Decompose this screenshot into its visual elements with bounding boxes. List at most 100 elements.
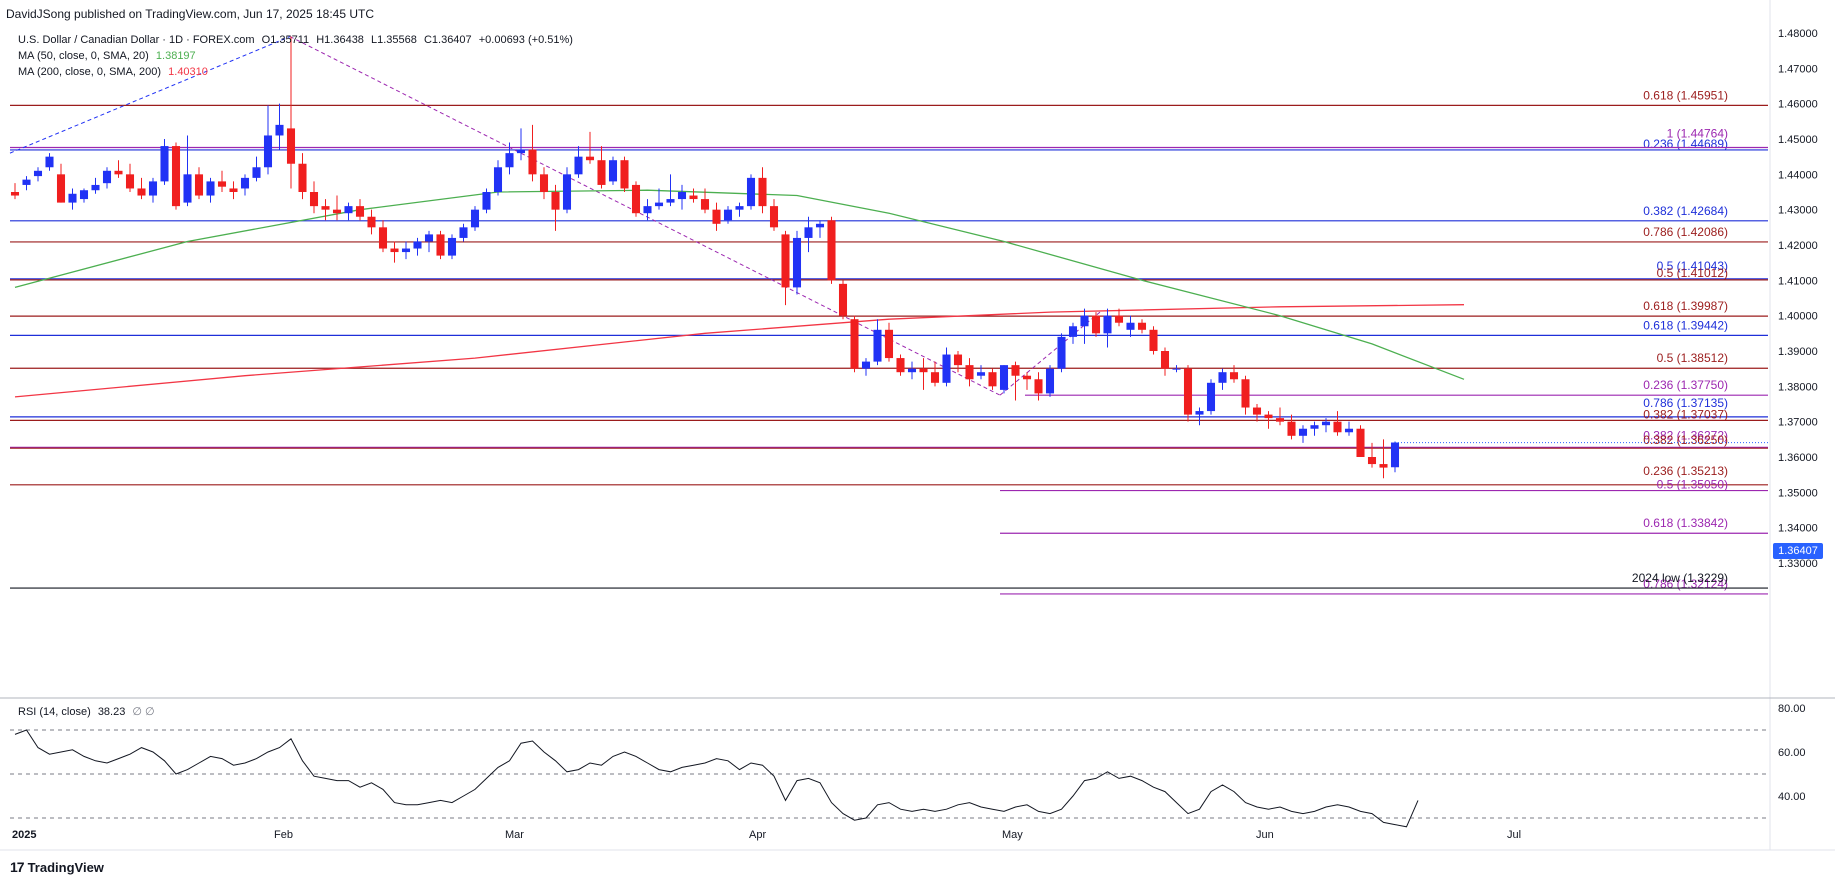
tradingview-brand[interactable]: 17 TradingView: [10, 859, 104, 875]
candle-body: [539, 174, 549, 192]
candle-body: [861, 361, 871, 369]
candle-body: [493, 167, 503, 192]
candle-body: [194, 174, 204, 196]
time-tick-label: Mar: [505, 829, 524, 841]
price-tick-label: 1.35000: [1778, 487, 1818, 499]
candle-body: [1045, 368, 1055, 394]
candle-body: [976, 372, 986, 376]
ma200-legend: MA (200, close, 0, SMA, 200) 1.40310: [18, 66, 212, 78]
candle-body: [608, 160, 618, 182]
last-price-tag: 1.36407: [1773, 543, 1823, 559]
candle-body: [873, 329, 882, 362]
candle-body: [1241, 379, 1250, 408]
candle-body: [263, 135, 273, 168]
candle-body: [988, 372, 997, 387]
rsi-tick-label: 60.00: [1778, 747, 1806, 759]
candle-body: [33, 170, 43, 177]
candle-body: [792, 237, 802, 288]
tradingview-brand-text: TradingView: [27, 859, 104, 875]
candle-body: [344, 206, 353, 214]
candle-body: [447, 237, 457, 256]
candle-body: [942, 354, 951, 383]
candle-body: [1356, 428, 1365, 457]
candle-body: [45, 156, 54, 168]
candle-body: [677, 192, 687, 200]
candle-body: [723, 209, 733, 221]
candle-body: [1137, 322, 1147, 330]
time-tick-label: Jun: [1256, 829, 1274, 841]
candle-body: [620, 160, 629, 189]
candle-body: [413, 241, 422, 249]
time-tick-label: Jul: [1507, 829, 1521, 841]
rsi-line: [14, 729, 1419, 828]
candle-body: [390, 248, 399, 253]
candle-body: [953, 354, 963, 366]
candle-body: [505, 153, 514, 168]
candle-body: [183, 174, 192, 203]
fib-level-label: 0.382 (1.36272): [1643, 428, 1728, 442]
rsi-label: RSI (14, close): [18, 706, 91, 718]
candle-body: [689, 195, 698, 200]
fib-level-label: 0.382 (1.37037): [1643, 407, 1728, 421]
price-tick-label: 1.42000: [1778, 240, 1818, 252]
price-tick-label: 1.33000: [1778, 558, 1818, 570]
candle-body: [1080, 315, 1089, 327]
candle-body: [551, 192, 560, 210]
candle-body: [1057, 336, 1066, 369]
time-tick-label: May: [1002, 829, 1023, 841]
candle-body: [735, 206, 744, 210]
candle-body: [355, 206, 365, 217]
rsi-extra: ∅ ∅: [132, 706, 155, 718]
candle-body: [1287, 421, 1296, 436]
rsi-value: 38.23: [97, 706, 126, 718]
candle-body: [965, 365, 974, 380]
ohlc-low: L1.35568: [371, 34, 417, 46]
candle-body: [838, 283, 848, 316]
fib-level-label: 0.5 (1.41043): [1657, 259, 1728, 273]
candle-body: [470, 209, 480, 228]
price-tick-label: 1.38000: [1778, 381, 1818, 393]
candle-body: [884, 329, 894, 359]
candle-body: [712, 209, 721, 224]
candle-body: [286, 128, 296, 164]
ohlc-change: +0.00693 (+0.51%): [478, 34, 573, 46]
price-tick-label: 1.34000: [1778, 523, 1818, 535]
ma50-label: MA (50, close, 0, SMA, 20): [18, 50, 149, 62]
candle-body: [482, 192, 491, 210]
fib-level-label: 0.618 (1.45951): [1643, 88, 1728, 102]
time-tick-label: Apr: [749, 829, 766, 841]
candle-body: [1264, 414, 1273, 419]
candle-body: [1160, 351, 1170, 369]
candle-body: [585, 156, 595, 161]
fib-level-label: 0.618 (1.33842): [1643, 516, 1728, 530]
candle-body: [930, 372, 940, 383]
candle-body: [206, 181, 215, 196]
price-tick-label: 1.45000: [1778, 134, 1818, 146]
rsi-legend: RSI (14, close) 38.23 ∅ ∅: [18, 705, 159, 718]
candle-body: [1034, 379, 1043, 394]
candle-body: [643, 206, 652, 214]
fib-level-label: 0.786 (1.32124): [1643, 577, 1728, 591]
tradingview-logo-icon: 17: [10, 859, 25, 875]
fib-level-label: 0.236 (1.35213): [1643, 464, 1728, 478]
candle-body: [1206, 382, 1216, 412]
candle-body: [240, 177, 250, 189]
trendline-purple-down: [289, 36, 1001, 396]
candle-body: [1344, 428, 1354, 433]
candle-body: [1022, 375, 1032, 380]
candle-body: [516, 149, 526, 154]
candle-body: [1367, 457, 1377, 465]
candle-body: [1149, 329, 1158, 351]
fib-level-label: 0.786 (1.37135): [1643, 396, 1728, 410]
candle-body: [160, 146, 169, 182]
candle-body: [102, 170, 112, 184]
ma50-legend: MA (50, close, 0, SMA, 20) 1.38197: [18, 50, 200, 62]
candle-body: [1229, 372, 1239, 380]
candle-body: [528, 149, 537, 175]
fib-level-label: 0.618 (1.39442): [1643, 318, 1728, 332]
candle-body: [781, 234, 790, 288]
candle-body: [1114, 315, 1124, 323]
ohlc-high: H1.36438: [316, 34, 364, 46]
ohlc-open: O1.35711: [261, 34, 310, 46]
